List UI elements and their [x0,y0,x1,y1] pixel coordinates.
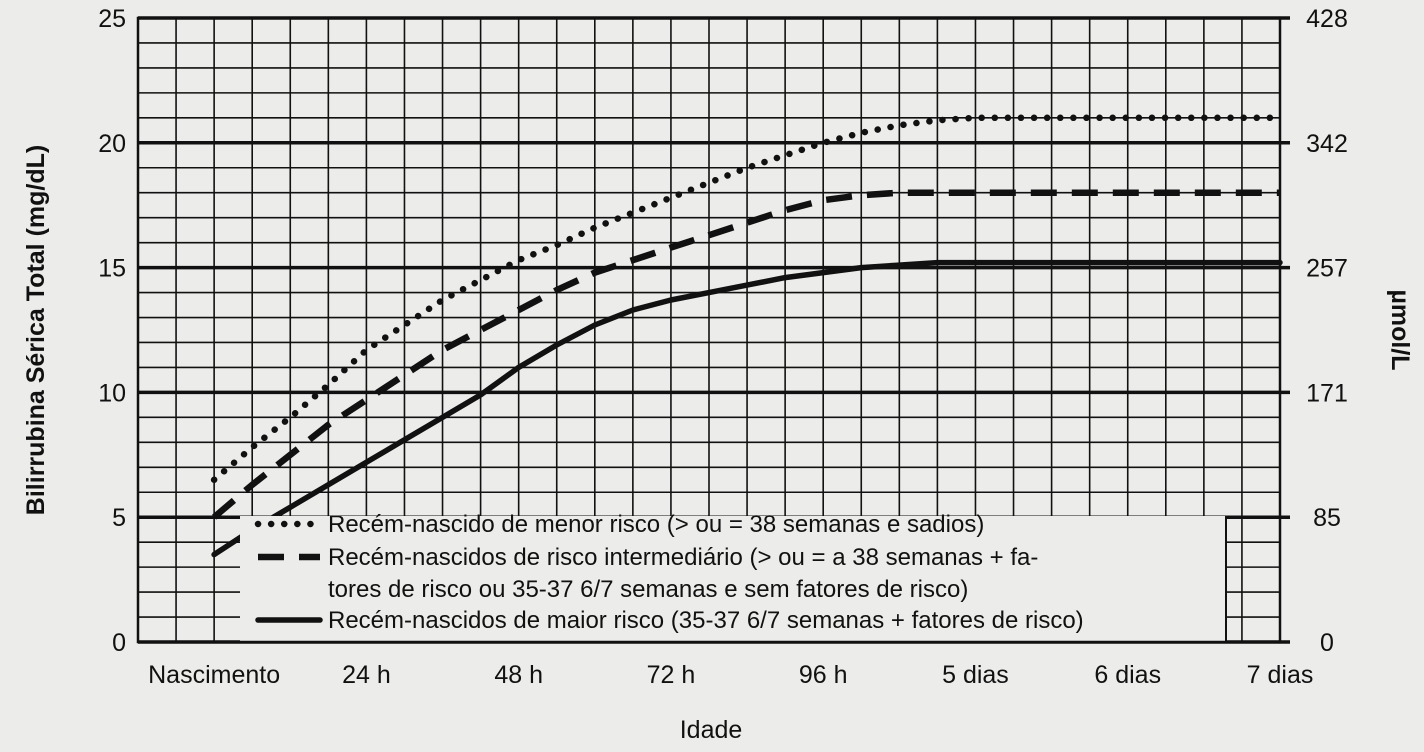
legend-box [240,516,1226,642]
plot-frame [136,16,1282,644]
y-right-tick-label: 171 [1306,379,1348,407]
x-tick-label: 96 h [799,661,848,689]
y-tick-label: 15 [98,255,126,283]
series-layer [210,114,1284,558]
y-tick-label: 10 [98,379,126,407]
x-tick-label: 24 h [342,661,391,689]
y-axis-left-title: Bilirrubina Sérica Total (mg/dL) [22,145,50,515]
y-right-tick-label: 0 [1320,629,1334,657]
series-line-solid [211,259,1283,558]
x-axis-ticks: Nascimento 24 h 48 h 72 h 96 h 5 dias 6 dias 7 … [148,661,1313,689]
legend-label: tores de risco ou 35-37 6/7 semanas e se… [328,576,968,603]
y-right-tick-label: 342 [1306,130,1348,158]
y-tick-label: 20 [98,130,126,158]
legend: Recém-nascido de menor risco (> ou = 38 … [240,511,1227,642]
x-tick-label: 72 h [647,661,696,689]
x-tick-label: Nascimento [148,661,280,689]
x-axis-title: Idade [680,716,743,744]
y-right-tick-label: 428 [1306,5,1348,33]
y-tick-label: 0 [112,629,126,657]
y-right-tick-label: 85 [1313,504,1341,532]
y-right-tick-label: 257 [1306,255,1348,283]
legend-label: Recém-nascido de menor risco (> ou = 38 … [328,511,984,538]
y-tick-label: 25 [98,5,126,33]
x-tick-label: 5 dias [942,661,1009,689]
series-line-dashed [211,189,1280,520]
x-tick-label: 6 dias [1094,661,1161,689]
x-tick-label: 7 dias [1247,661,1314,689]
y-axis-left-ticks: 0 5 10 15 20 25 [98,5,126,657]
legend-label: Recém-nascidos de risco intermediário (>… [328,544,1038,571]
y-tick-label: 5 [112,504,126,532]
y-axis-right-ticks: 0 85 171 257 342 428 [1306,5,1348,657]
x-tick-label: 48 h [494,661,543,689]
legend-label: Recém-nascidos de maior risco (35-37 6/7… [328,607,1084,634]
y-axis-right-title: µmol/L [1386,289,1414,370]
